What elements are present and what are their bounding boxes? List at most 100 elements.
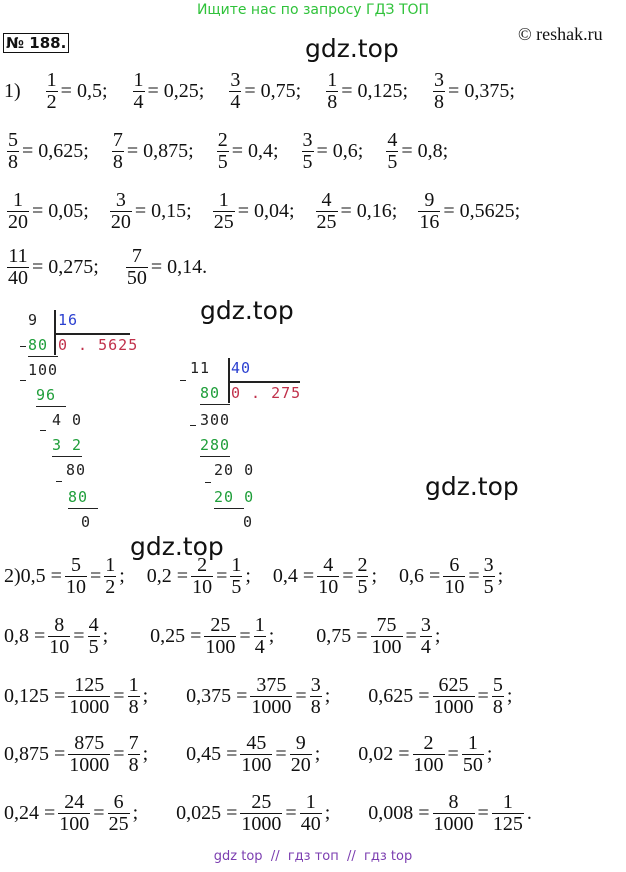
division-step: 0	[243, 513, 254, 531]
division-step: 80	[200, 384, 221, 402]
fraction: 7 50	[125, 246, 148, 289]
numerator: 5	[492, 674, 503, 696]
fraction: 24 100	[58, 792, 91, 835]
equals: =	[113, 685, 125, 707]
numerator: 4	[88, 614, 99, 636]
numerator: 25	[210, 614, 231, 636]
equation: 2 5 = 0,4;	[214, 130, 279, 173]
fraction: 45 100	[240, 732, 273, 776]
underline	[68, 508, 98, 509]
fraction: 6 10	[443, 555, 466, 598]
fraction: 2 10	[191, 555, 214, 598]
fraction: 1 50	[461, 732, 484, 776]
division-step: 20 0	[214, 461, 255, 479]
denominator: 100	[204, 636, 237, 658]
underline	[214, 508, 244, 509]
numerator: 5	[8, 129, 18, 151]
result: = 0,6;	[316, 140, 364, 162]
minus	[40, 430, 46, 432]
equation: 0,4 = 4 10 = 2 5;	[273, 555, 377, 598]
denominator: 100	[370, 636, 403, 658]
numerator: 2	[217, 129, 228, 151]
minus	[190, 425, 196, 427]
denominator: 10	[191, 576, 214, 598]
numerator: 125	[74, 674, 105, 696]
denominator: 5	[386, 151, 399, 173]
denominator: 100	[58, 813, 91, 835]
lead: 0,875 =	[4, 743, 66, 765]
result: = 0,275;	[32, 256, 99, 278]
lead: 0,008 =	[368, 802, 430, 824]
numerator: 4	[323, 554, 334, 576]
equation-row: 1 20 = 0,05; 3 20 = 0,15; 1 25 = 0,04; 4 25 = 0,16;…	[4, 190, 520, 233]
division-step: 80	[68, 488, 89, 506]
result: = 0,16;	[340, 200, 398, 222]
division-bar	[228, 381, 300, 383]
denominator: 40	[7, 267, 29, 289]
denominator: 100	[240, 754, 273, 776]
watermark: gdz.top	[425, 472, 519, 501]
end: ;	[324, 685, 331, 707]
numerator: 4	[321, 189, 332, 211]
denominator: 50	[125, 267, 148, 289]
denominator: 20	[7, 211, 29, 233]
end: ;	[497, 565, 504, 587]
dividend: 9	[28, 311, 39, 329]
denominator: 8	[326, 91, 339, 113]
numerator: 9	[424, 189, 435, 211]
equation: 0,75 = 75 100 = 3 4;	[316, 615, 440, 658]
numerator: 1	[133, 69, 144, 91]
denominator: 4	[229, 91, 242, 113]
task-number: № 188.	[3, 33, 70, 53]
denominator: 100	[412, 754, 445, 776]
numerator: 3	[230, 69, 241, 91]
denominator: 2	[45, 91, 58, 113]
fraction: 8 10	[48, 614, 71, 658]
end: ;	[314, 743, 321, 765]
copyright: © reshak.ru	[518, 24, 603, 44]
numerator: 11	[8, 245, 28, 267]
underline	[200, 456, 230, 457]
lead: 0,125 =	[4, 685, 66, 707]
end: .	[526, 802, 532, 824]
equation-row: 11 40 = 0,275; 7 50 = 0,14.	[4, 246, 207, 289]
end: ;	[102, 625, 109, 647]
division-step: 100	[28, 361, 59, 379]
fraction: 1 125	[491, 792, 524, 835]
denominator: 8	[7, 151, 19, 173]
numerator: 1	[467, 732, 478, 754]
division-step: 80	[66, 461, 87, 479]
equation: 3 8 = 0,375;	[430, 70, 515, 113]
minus	[56, 481, 62, 483]
fraction: 6 25	[107, 792, 130, 835]
equation-row: 0,24 = 24 100 = 6 25; 0,025 = 25 1000 = 1 40; 0,008 …	[4, 792, 532, 835]
numerator: 45	[246, 732, 267, 754]
lead: 0,5 =	[20, 565, 62, 587]
equation: 4 25 = 0,16;	[313, 189, 398, 233]
watermark: gdz.top	[200, 296, 294, 325]
denominator: 5	[216, 151, 229, 173]
denominator: 5	[87, 636, 100, 658]
end: ;	[268, 625, 275, 647]
fraction: 625 1000	[432, 675, 475, 718]
equation: 0,8 = 8 10 = 4 5;	[4, 615, 108, 658]
result: = 0,875;	[126, 140, 194, 162]
result: = 0,375;	[448, 80, 515, 102]
numerator: 8	[54, 614, 65, 636]
denominator: 4	[132, 91, 145, 113]
numerator: 3	[420, 614, 431, 636]
denominator: 5	[230, 576, 243, 598]
numerator: 1	[46, 69, 57, 91]
equation: 3 20 = 0,15;	[107, 190, 192, 233]
lead: 0,8 =	[4, 625, 46, 647]
end: ;	[371, 565, 378, 587]
